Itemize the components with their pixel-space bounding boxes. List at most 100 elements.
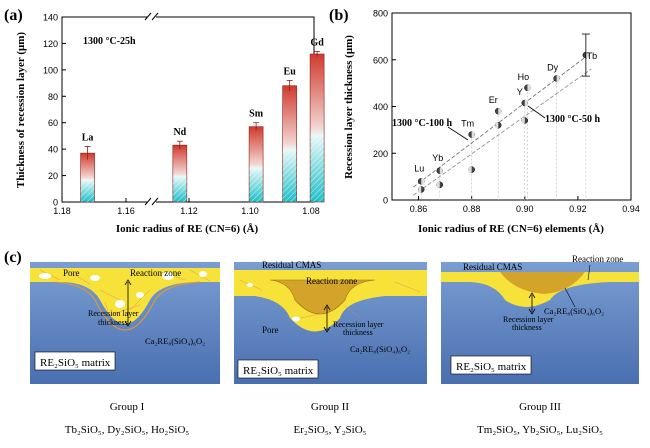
group-2-diagram: Residual CMAS Reaction zone Pore Recessi… (234, 260, 427, 436)
group-2-reaction-zone-label: Reaction zone (306, 276, 357, 286)
panel-b-label: (b) (329, 7, 349, 24)
panel-b-ylabel: Recession layer thickness (μm) (343, 35, 355, 179)
panel-a-y-tick-label: 120 (43, 39, 58, 49)
group-1-reaction-layer (30, 268, 220, 324)
annotation-50h: 1300 °C-50 h (545, 114, 601, 125)
point-50h-half-yb (436, 181, 440, 188)
point-100h-half-lu (421, 178, 425, 185)
group-3-members: Tm₂SiO₅, Yb₂SiO₅, Lu₂SiO₅ (477, 424, 603, 436)
panel-b-frame (391, 12, 632, 201)
bar-label-gd: Gd (310, 37, 324, 48)
element-label-tm: Tm (461, 119, 474, 129)
group-3-recession-label: Recession layer thickness (503, 315, 554, 332)
point-50h-half-y (521, 117, 525, 124)
panel-a-y-tick-label: 60 (48, 118, 58, 128)
point-100h-half-yb (439, 167, 443, 174)
group-3-cmas-label: Residual CMAS (463, 262, 522, 272)
panel-a-y-tick-label: 40 (48, 145, 58, 155)
point-100h-half-tb (585, 52, 589, 59)
group-1-interface (54, 281, 201, 331)
point-100h-half-ho (527, 84, 531, 91)
point-50h-half-tm (468, 166, 472, 173)
fit-line-50h (413, 68, 592, 196)
group-1-name: Group I (110, 401, 145, 413)
group-2-matrix-box (237, 359, 319, 379)
panel-a-x-tick-label: 1.10 (241, 206, 259, 216)
point-100h-half-dy (556, 75, 560, 82)
panel-a-x-tick-label: 1.16 (117, 206, 135, 216)
group-1-pore-label: Pore (63, 268, 80, 278)
axis-break-top-2 (151, 12, 159, 21)
bar-hatch-eu (282, 149, 297, 202)
panel-b: (b) 0 200 400 600 800 0.86 0.88 0.90 0.92 0.94 L… (329, 7, 640, 235)
bar-label-la: La (82, 133, 94, 144)
axis-break-bottom-1 (144, 197, 152, 206)
group-2-arrowheads (323, 304, 331, 333)
panel-b-x-tick-label: 0.86 (410, 204, 428, 214)
point-100h-half-tm (471, 131, 475, 138)
group-2-matrix-label: RE₂SiO₅ matrix (243, 365, 314, 377)
bar-hatch-nd (172, 176, 187, 202)
group-1-members: Tb₂SiO₅, Dy₂SiO₅, Ho₂SiO₅ (65, 424, 190, 436)
group-3-name: Group III (519, 401, 561, 413)
panel-a-y-ticks: 0 20 40 60 80 100 120 140 (43, 13, 66, 208)
axis-break-bottom-mask (147, 198, 156, 206)
group-1-recession-label: Recession layer thickness (88, 309, 139, 327)
group-2-pores (247, 283, 300, 322)
panel-b-y-tick-label: 600 (373, 55, 388, 65)
bar-hatch-gd (310, 135, 325, 202)
panel-a-x-tick-label: 1.12 (180, 206, 198, 216)
axis-break-top-mask (147, 13, 156, 21)
panel-b-y-tick-label: 200 (373, 149, 388, 159)
panel-a-x-tick-label: 1.18 (53, 206, 71, 216)
point-50h-half-lu (418, 186, 422, 193)
group-2-pore-label: Pore (262, 325, 279, 335)
group-2-cmas-label: Residual CMAS (262, 260, 321, 270)
annotation-100h: 1300 °C-100 h (392, 118, 453, 129)
panel-b-y-tick-label: 400 (373, 102, 388, 112)
panel-b-points (417, 33, 590, 193)
panel-a-label: (a) (4, 7, 23, 24)
point-100h-half-y (524, 99, 528, 106)
panel-b-x-ticks: 0.86 0.88 0.90 0.92 0.94 (410, 196, 640, 214)
group-3-apatite-pointer (564, 287, 576, 308)
bar-label-eu: Eu (284, 66, 297, 77)
panel-b-fit-lines (413, 52, 592, 196)
panel-b-y-tick-label: 800 (373, 9, 388, 19)
annotation-50h-pointer (527, 105, 546, 119)
group-1-matrix-label: RE₂SiO₅ matrix (40, 357, 111, 369)
panel-a-y-tick-label: 0 (53, 198, 58, 208)
group-1-arrowheads (124, 279, 132, 327)
panel-a-condition: 1300 °C-25h (83, 36, 136, 47)
panel-a-ylabel: Thickness of recession layer (μm) (15, 32, 27, 188)
group-1-diagram: Pore Reaction zone Recession layer thickn… (30, 262, 220, 436)
panel-a-y-tick-label: 20 (48, 171, 58, 181)
element-label-yb: Yb (432, 153, 443, 163)
panel-a: (a) 0 20 40 60 80 100 120 140 1.18 1.16 1.12 1.10 1… (4, 7, 325, 235)
group-3-arrowheads (528, 292, 536, 315)
group-1-apatite-label: Ca₂RE₈(SiO₄)₆O₂ (145, 336, 205, 346)
group-1-matrix-box (34, 351, 116, 371)
element-label-y: Y (517, 87, 523, 97)
group-2-needles (239, 279, 421, 319)
panel-a-y-tick-label: 80 (48, 92, 58, 102)
group-2-recession-label: Recession layer thickness (333, 320, 384, 337)
panel-b-x-tick-label: 0.92 (569, 204, 587, 214)
axis-break-top-1 (144, 12, 152, 21)
bar-hatch-la (80, 179, 95, 202)
element-label-ho: Ho (518, 72, 530, 82)
bar-hatch-sm (249, 168, 264, 202)
bar-label-sm: Sm (249, 109, 264, 120)
panel-b-x-tick-label: 0.88 (463, 204, 481, 214)
bar-label-nd: Nd (173, 127, 186, 138)
fit-line-100h (413, 52, 592, 188)
group-3-reaction-pointer (587, 264, 591, 281)
point-50h-half-er (495, 122, 499, 129)
group-2-name: Group II (311, 401, 350, 413)
panel-a-bars: La Nd Sm Eu Gd (80, 37, 325, 203)
group-2-apatite-label: Ca₂RE₈(SiO₄)₆O₂ (350, 344, 410, 354)
group-3-matrix-label: RE₂SiO₅ matrix (456, 361, 527, 373)
group-2-members: Er₂SiO₅, Y₂SiO₅ (294, 424, 367, 436)
element-label-dy: Dy (547, 62, 558, 72)
